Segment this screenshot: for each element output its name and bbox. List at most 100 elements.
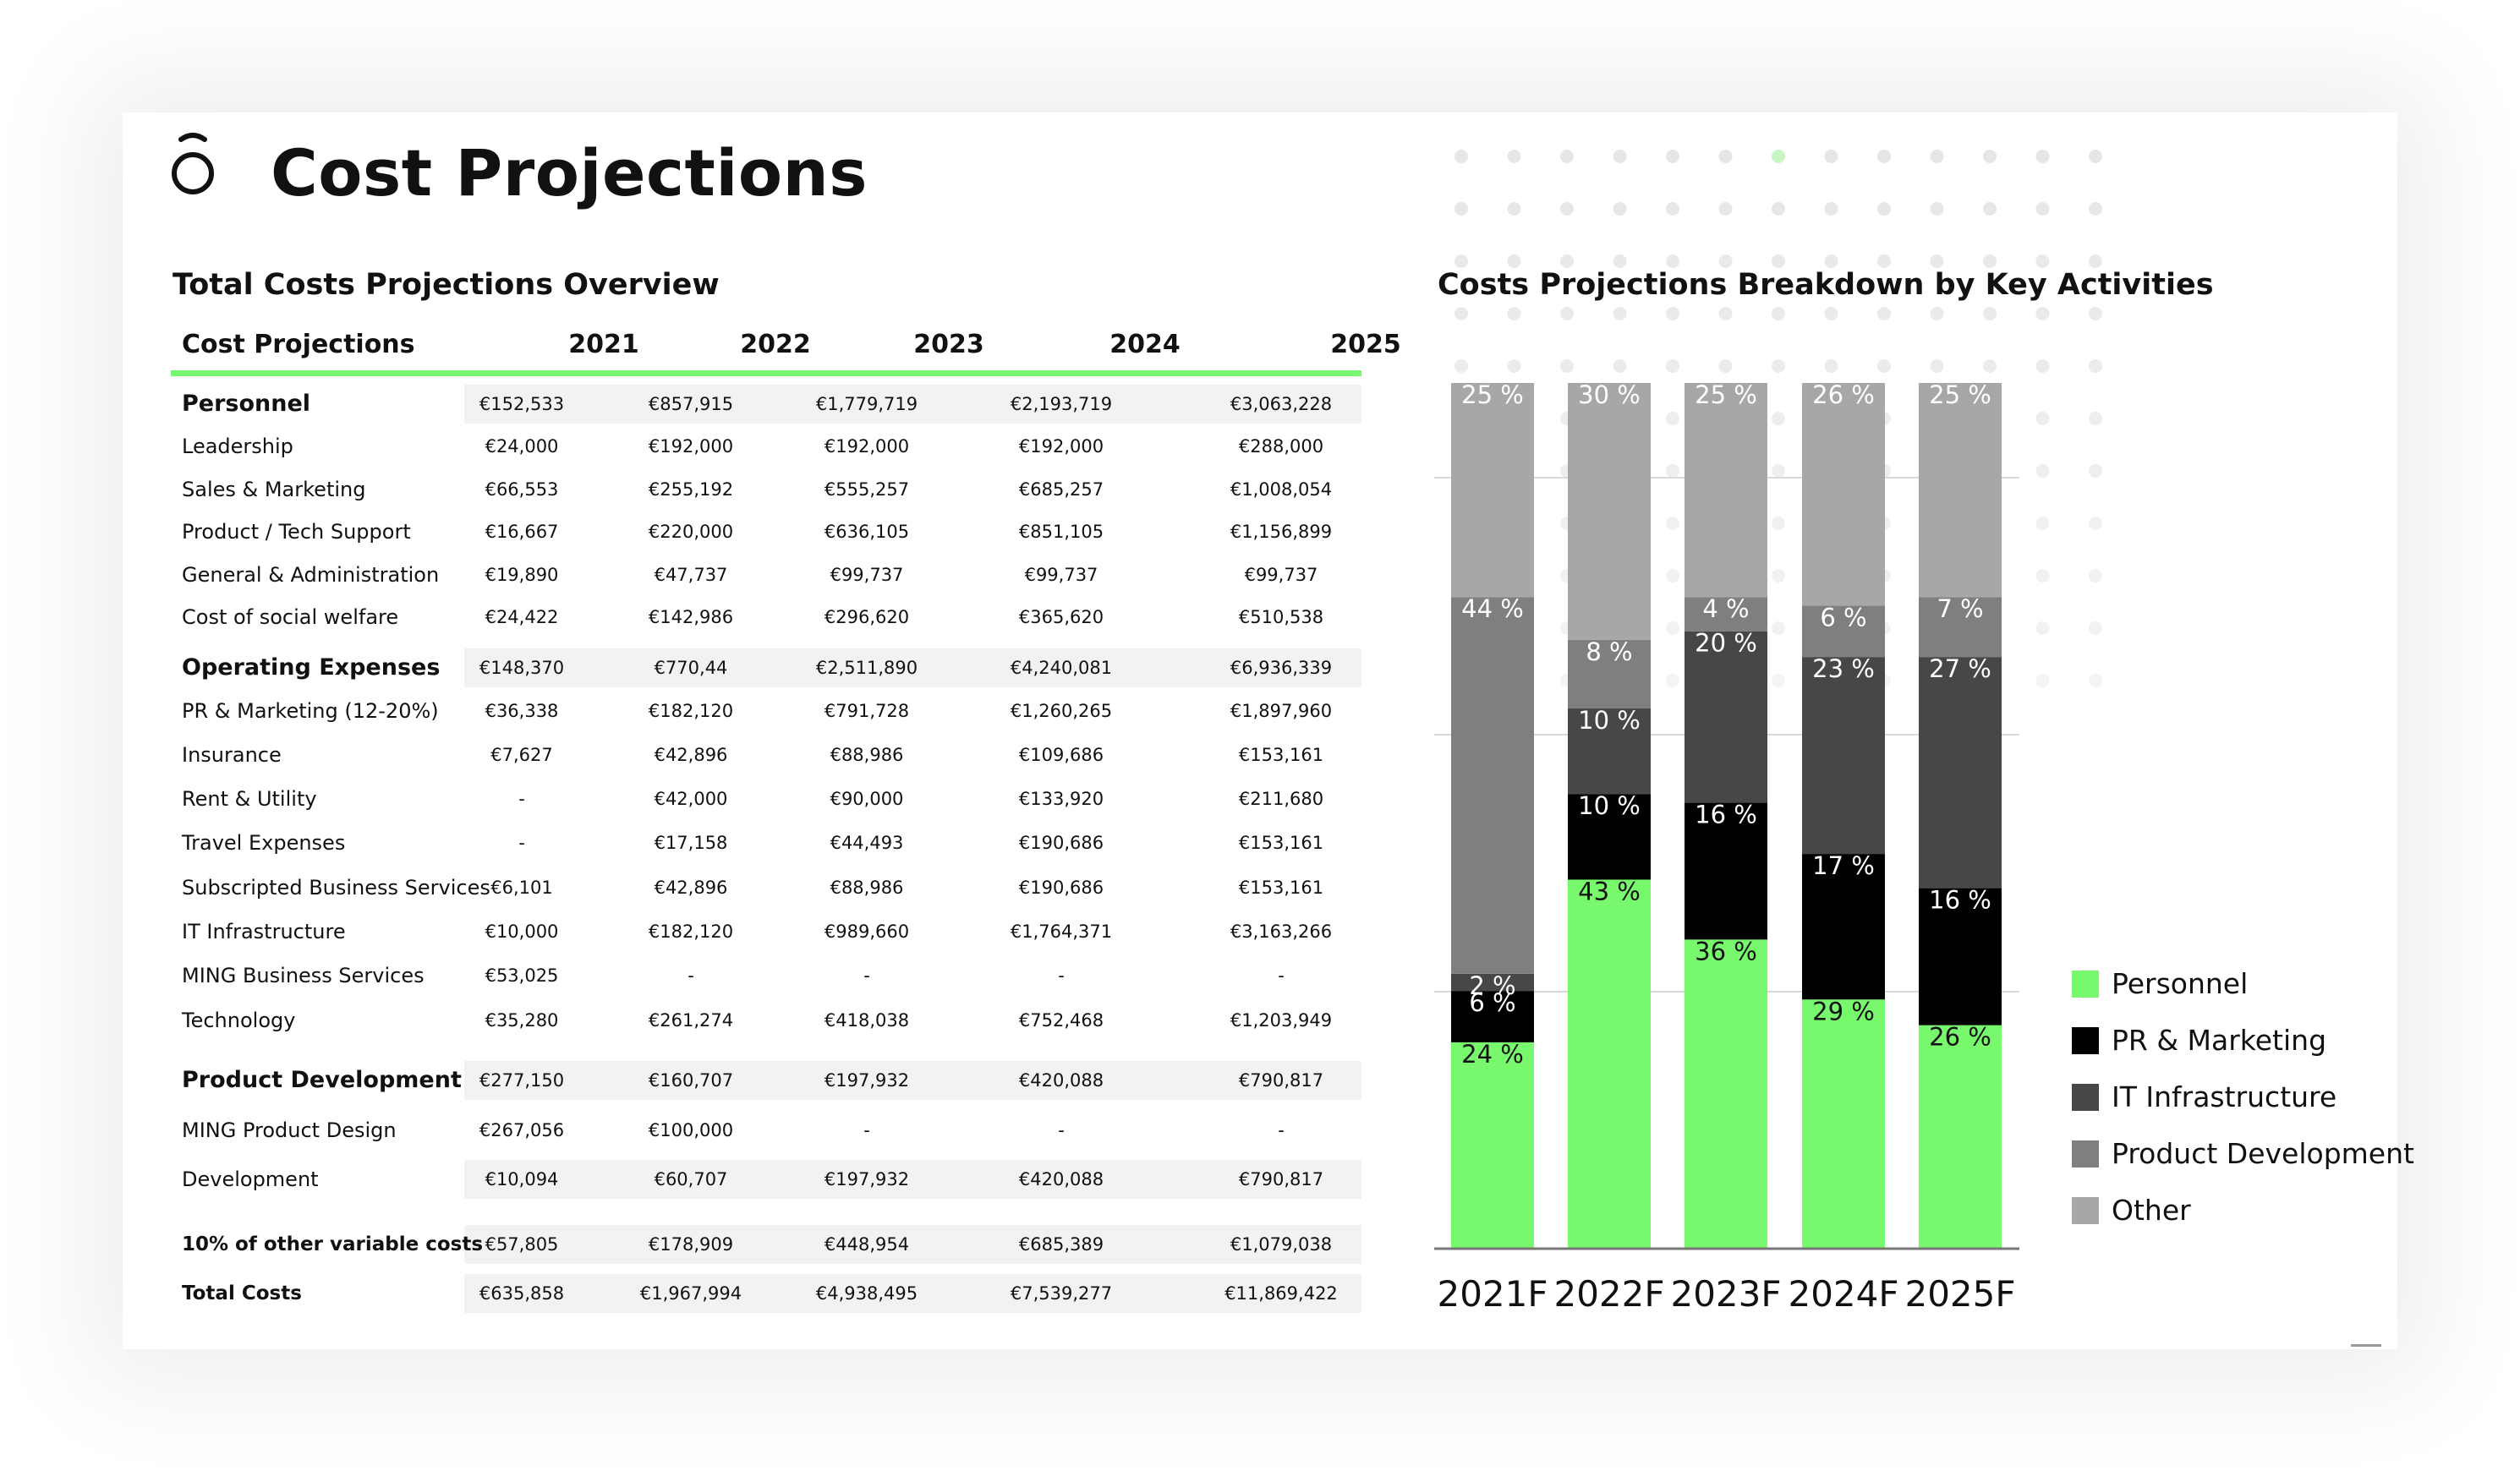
brand-logo-icon bbox=[172, 133, 214, 194]
row-label: Subscripted Business Services bbox=[182, 876, 490, 900]
table-cell: - bbox=[518, 833, 525, 853]
table-cell: €211,680 bbox=[1238, 789, 1324, 809]
decorative-dot bbox=[1666, 464, 1679, 478]
table-cell: €17,158 bbox=[654, 833, 728, 853]
table-row: Rent & Utility - €42,000 €90,000 €133,920 €21… bbox=[171, 779, 1361, 818]
data-label: 25 % bbox=[1461, 380, 1524, 409]
table-cell: €57,805 bbox=[485, 1234, 559, 1255]
decorative-dot bbox=[2089, 517, 2102, 530]
table-row: Product Development €277,150 €160,707 €197,… bbox=[171, 1061, 1361, 1100]
decorative-dot bbox=[1666, 517, 1679, 530]
table-row: PR & Marketing (12-20%) €36,338 €182,120 €7… bbox=[171, 692, 1361, 730]
decorative-dot bbox=[1824, 307, 1838, 320]
decorative-dot bbox=[1718, 150, 1733, 163]
table-cell: €99,737 bbox=[1244, 565, 1318, 585]
row-label: MING Business Services bbox=[182, 964, 425, 987]
table-cell: €6,101 bbox=[490, 878, 553, 898]
table-cell: €418,038 bbox=[824, 1010, 910, 1031]
decorative-dot bbox=[1718, 359, 1733, 373]
table-cell: €192,000 bbox=[1018, 436, 1104, 457]
row-band bbox=[464, 385, 1361, 424]
decorative-dot bbox=[1772, 674, 1785, 687]
table-cell: €3,163,266 bbox=[1230, 921, 1333, 942]
legend-swatch bbox=[2072, 1027, 2099, 1054]
table-row: Subscripted Business Services €6,101 €42,8… bbox=[171, 868, 1361, 907]
table-cell: €16,667 bbox=[485, 522, 559, 542]
legend-swatch bbox=[2072, 1197, 2099, 1224]
table-cell: €2,511,890 bbox=[815, 658, 918, 678]
data-label: 4 % bbox=[1702, 594, 1749, 623]
decorative-dot bbox=[1824, 150, 1838, 163]
decorative-dot bbox=[1507, 150, 1521, 163]
table-cell: - bbox=[863, 965, 870, 986]
data-label: 23 % bbox=[1812, 654, 1875, 683]
table-cell: €635,858 bbox=[479, 1283, 565, 1304]
decorative-dot bbox=[2035, 150, 2050, 163]
table-cell: €296,620 bbox=[824, 607, 910, 627]
legend-label: Other bbox=[2112, 1194, 2191, 1227]
table-row: MING Product Design €267,056 €100,000 - - - bbox=[171, 1111, 1361, 1150]
row-label: Technology bbox=[182, 1009, 296, 1032]
table-row: Personnel €152,533 €857,915 €1,779,719 €2,19… bbox=[171, 385, 1361, 424]
table-cell: €90,000 bbox=[830, 789, 904, 809]
column-header: 2024 bbox=[1109, 330, 1181, 359]
decorative-dot bbox=[1877, 150, 1891, 163]
legend-swatch bbox=[2072, 971, 2099, 998]
table-cell: €192,000 bbox=[648, 436, 734, 457]
column-header: Cost Projections bbox=[182, 330, 415, 359]
bar-segment bbox=[1919, 888, 2002, 1025]
decorative-dot bbox=[1772, 569, 1785, 582]
row-band bbox=[464, 1160, 1361, 1199]
bar-segment bbox=[1685, 597, 1767, 632]
table-cell: €153,161 bbox=[1238, 745, 1324, 765]
table-cell: €6,936,339 bbox=[1230, 658, 1333, 678]
row-label: Product Development bbox=[182, 1067, 462, 1093]
decorative-dot bbox=[1983, 359, 1997, 373]
decorative-dot bbox=[2089, 254, 2102, 268]
table-cell: €42,896 bbox=[654, 745, 728, 765]
table-cell: €100,000 bbox=[648, 1120, 734, 1140]
table-cell: €42,000 bbox=[654, 789, 728, 809]
table-cell: €197,932 bbox=[824, 1070, 910, 1091]
decorative-dot bbox=[1824, 359, 1838, 373]
decorative-dot bbox=[1877, 307, 1891, 320]
row-label: Total Costs bbox=[182, 1282, 302, 1304]
x-tick-label: 2021F bbox=[1437, 1273, 1548, 1315]
table-cell: €153,161 bbox=[1238, 878, 1324, 898]
decorative-dot bbox=[1772, 359, 1785, 373]
table-cell: €4,240,081 bbox=[1010, 658, 1113, 678]
table-cell: €790,817 bbox=[1238, 1070, 1324, 1091]
table-cell: €88,986 bbox=[830, 878, 904, 898]
decorative-dot bbox=[2089, 359, 2102, 373]
row-label: Operating Expenses bbox=[182, 654, 441, 681]
row-band bbox=[464, 1225, 1361, 1264]
decorative-dot bbox=[1507, 254, 1521, 268]
decorative-dot bbox=[1983, 150, 1997, 163]
table-cell: €1,779,719 bbox=[815, 394, 918, 414]
decorative-dot bbox=[1507, 359, 1521, 373]
decorative-dot bbox=[1666, 307, 1679, 320]
x-tick-label: 2024F bbox=[1788, 1273, 1898, 1315]
legend-label: Product Development bbox=[2112, 1137, 2414, 1170]
bar-segment bbox=[1685, 631, 1767, 803]
decorative-dot bbox=[1666, 254, 1679, 268]
decorative-dot bbox=[1666, 359, 1679, 373]
decorative-dot bbox=[1613, 359, 1627, 373]
table-cell: €99,737 bbox=[830, 565, 904, 585]
table-row: MING Business Services €53,025 - - - - bbox=[171, 956, 1361, 995]
data-label: 30 % bbox=[1578, 380, 1641, 409]
legend-label: Personnel bbox=[2112, 967, 2249, 1000]
table-cell: €1,967,994 bbox=[639, 1283, 742, 1304]
row-label: 10% of other variable costs bbox=[182, 1233, 484, 1255]
decorative-dot bbox=[2089, 150, 2102, 163]
row-label: General & Administration bbox=[182, 563, 440, 587]
table-cell: - bbox=[1278, 965, 1285, 986]
decorative-dot bbox=[1877, 254, 1891, 268]
decorative-dot bbox=[1454, 202, 1468, 216]
bar-segment bbox=[1919, 597, 2002, 658]
table-cell: €267,056 bbox=[479, 1120, 565, 1140]
table-cell: €197,932 bbox=[824, 1169, 910, 1189]
table-cell: €3,063,228 bbox=[1230, 394, 1333, 414]
decorative-dot bbox=[2035, 254, 2050, 268]
